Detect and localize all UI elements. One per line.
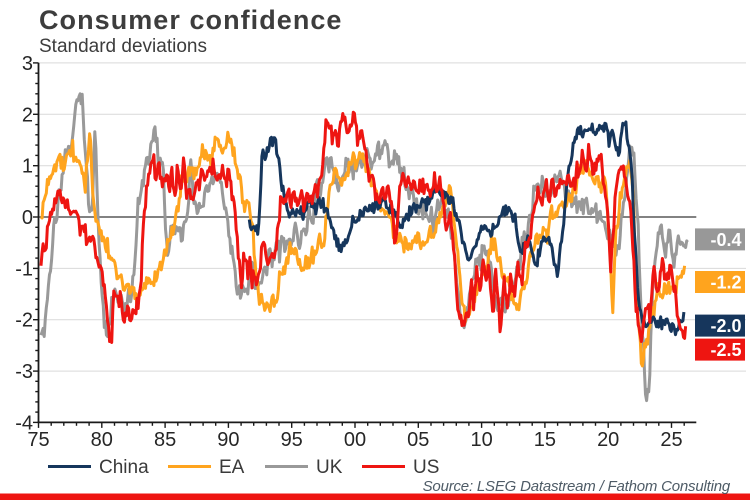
svg-text:-2.5: -2.5 xyxy=(710,340,741,360)
svg-text:US: US xyxy=(413,457,439,478)
svg-text:15: 15 xyxy=(534,429,556,451)
svg-text:80: 80 xyxy=(91,429,113,451)
svg-text:00: 00 xyxy=(344,429,366,451)
svg-text:-1: -1 xyxy=(15,258,33,280)
svg-text:-1.2: -1.2 xyxy=(710,273,741,293)
svg-text:05: 05 xyxy=(407,429,429,451)
svg-text:75: 75 xyxy=(27,429,49,451)
svg-text:85: 85 xyxy=(154,429,176,451)
svg-text:1: 1 xyxy=(22,156,33,178)
svg-text:EA: EA xyxy=(219,457,245,478)
svg-text:3: 3 xyxy=(22,53,33,75)
svg-text:-0.4: -0.4 xyxy=(710,230,741,250)
svg-text:-2: -2 xyxy=(15,310,33,332)
svg-text:Source: LSEG Datastream / Fath: Source: LSEG Datastream / Fathom Consult… xyxy=(423,478,731,495)
svg-text:25: 25 xyxy=(660,429,682,451)
svg-text:20: 20 xyxy=(597,429,619,451)
svg-text:0: 0 xyxy=(22,207,33,229)
svg-text:10: 10 xyxy=(470,429,492,451)
svg-text:China: China xyxy=(99,457,149,478)
svg-text:-2.0: -2.0 xyxy=(710,316,741,336)
svg-text:UK: UK xyxy=(316,457,343,478)
svg-text:-3: -3 xyxy=(15,361,33,383)
svg-text:-4: -4 xyxy=(15,412,33,434)
svg-text:2: 2 xyxy=(22,104,33,126)
svg-text:95: 95 xyxy=(281,429,303,451)
svg-text:90: 90 xyxy=(217,429,239,451)
